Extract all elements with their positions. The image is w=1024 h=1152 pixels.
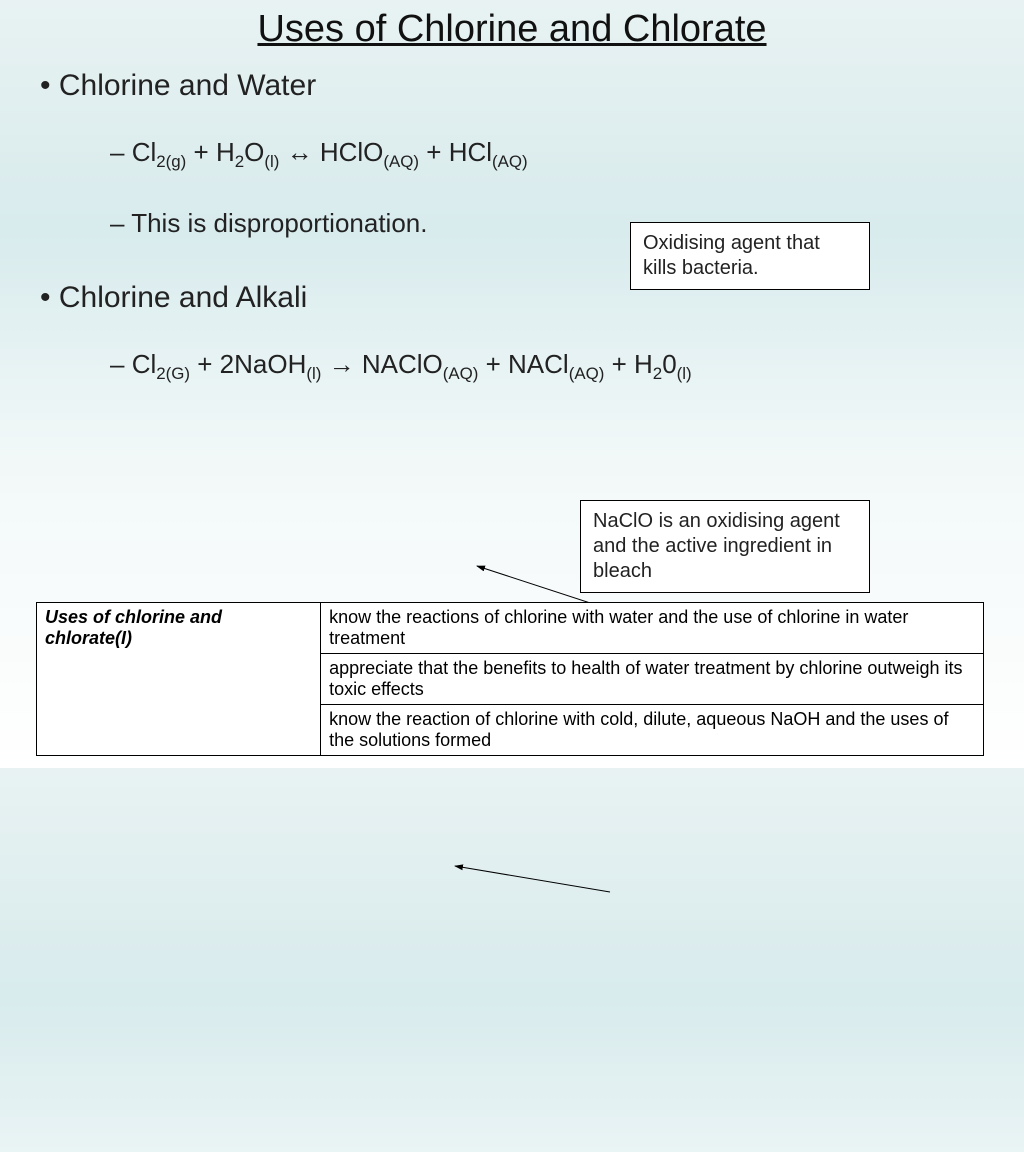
- arrow-2: [0, 384, 1024, 1152]
- section-1-heading: Chlorine and Water: [40, 69, 984, 103]
- callout-naclo-bleach: NaClO is an oxidising agent and the acti…: [580, 500, 870, 593]
- slide-title: Uses of Chlorine and Chlorate: [0, 0, 1024, 51]
- learning-objectives-table: Uses of chlorine and chlorate(I) know th…: [36, 602, 984, 756]
- slide-content: Chlorine and Water Cl2(g) + H2O(l) ↔ HCl…: [0, 51, 1024, 384]
- callout-oxidising-agent: Oxidising agent that kills bacteria.: [630, 222, 870, 290]
- table-row: know the reactions of chlorine with wate…: [321, 603, 984, 654]
- arrow-1: [0, 384, 1024, 1152]
- equation-1: Cl2(g) + H2O(l) ↔ HClO(AQ) + HCl(AQ): [110, 137, 984, 172]
- table-header-cell: Uses of chlorine and chlorate(I): [37, 603, 321, 756]
- equation-2: Cl2(G) + 2NaOH(l) → NAClO(AQ) + NACl(AQ)…: [110, 349, 984, 384]
- table-row: know the reaction of chlorine with cold,…: [321, 705, 984, 756]
- table-row: appreciate that the benefits to health o…: [321, 654, 984, 705]
